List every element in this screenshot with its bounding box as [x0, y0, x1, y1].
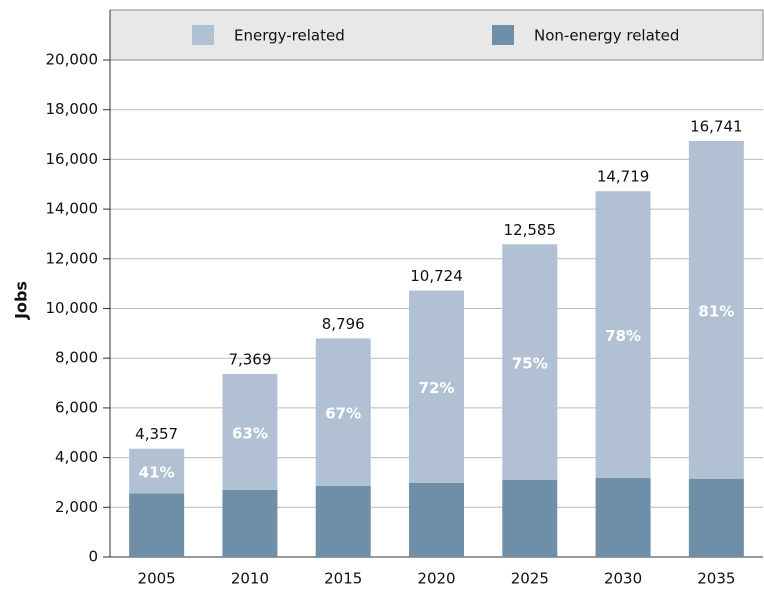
- bar-segment: [222, 489, 278, 557]
- bar-segment: [129, 448, 185, 494]
- y-tick-label: 10,000: [46, 299, 99, 317]
- y-tick-label: 18,000: [46, 100, 99, 118]
- y-tick-label: 20,000: [46, 51, 99, 69]
- x-tick-label: 2020: [417, 570, 455, 588]
- bar-segment: [595, 191, 651, 478]
- y-tick-label: 4,000: [55, 448, 98, 466]
- x-tick-label: 2030: [604, 570, 642, 588]
- y-tick-label: 8,000: [55, 349, 98, 367]
- bar-segment: [409, 482, 464, 557]
- bar-segment: [315, 485, 371, 557]
- bar-segment: [315, 338, 371, 486]
- total-label: 4,357: [135, 425, 178, 443]
- x-tick-label: 2015: [324, 570, 362, 588]
- bar-segment: [502, 244, 558, 480]
- y-tick-label: 14,000: [46, 200, 99, 218]
- legend-swatch: [492, 25, 514, 45]
- legend-label: Non-energy related: [534, 27, 679, 45]
- share-label: 63%: [232, 424, 268, 442]
- legend-box: [109, 9, 764, 61]
- bar-segment: [688, 478, 744, 557]
- y-tick-label: 16,000: [46, 150, 99, 168]
- share-label: 78%: [605, 327, 641, 345]
- x-tick-label: 2005: [138, 570, 176, 588]
- total-label: 10,724: [410, 267, 463, 285]
- y-tick-label: 6,000: [55, 398, 98, 416]
- total-label: 7,369: [228, 350, 271, 368]
- share-label: 72%: [419, 379, 455, 397]
- total-label: 8,796: [322, 315, 365, 333]
- share-label: 67%: [325, 405, 361, 423]
- share-label: 41%: [139, 464, 175, 482]
- share-label: 81%: [698, 302, 734, 320]
- x-tick-label: 2035: [697, 570, 735, 588]
- total-label: 16,741: [690, 117, 743, 135]
- bar-segment: [409, 290, 464, 483]
- bar-segment: [688, 140, 744, 479]
- x-tick-label: 2010: [231, 570, 269, 588]
- y-axis-label: Jobs: [12, 281, 31, 320]
- x-tick-label: 2025: [511, 570, 549, 588]
- bar-segment: [129, 493, 185, 557]
- bar-segment: [222, 373, 278, 490]
- total-label: 12,585: [504, 221, 557, 239]
- total-label: 14,719: [597, 168, 650, 186]
- legend-label: Energy-related: [234, 27, 345, 45]
- y-tick-label: 12,000: [46, 249, 99, 267]
- share-label: 75%: [512, 355, 548, 373]
- legend-swatch: [192, 25, 214, 45]
- y-tick-label: 0: [88, 548, 98, 566]
- y-tick-label: 2,000: [55, 498, 98, 516]
- bar-segment: [502, 479, 558, 557]
- bar-segment: [595, 477, 651, 557]
